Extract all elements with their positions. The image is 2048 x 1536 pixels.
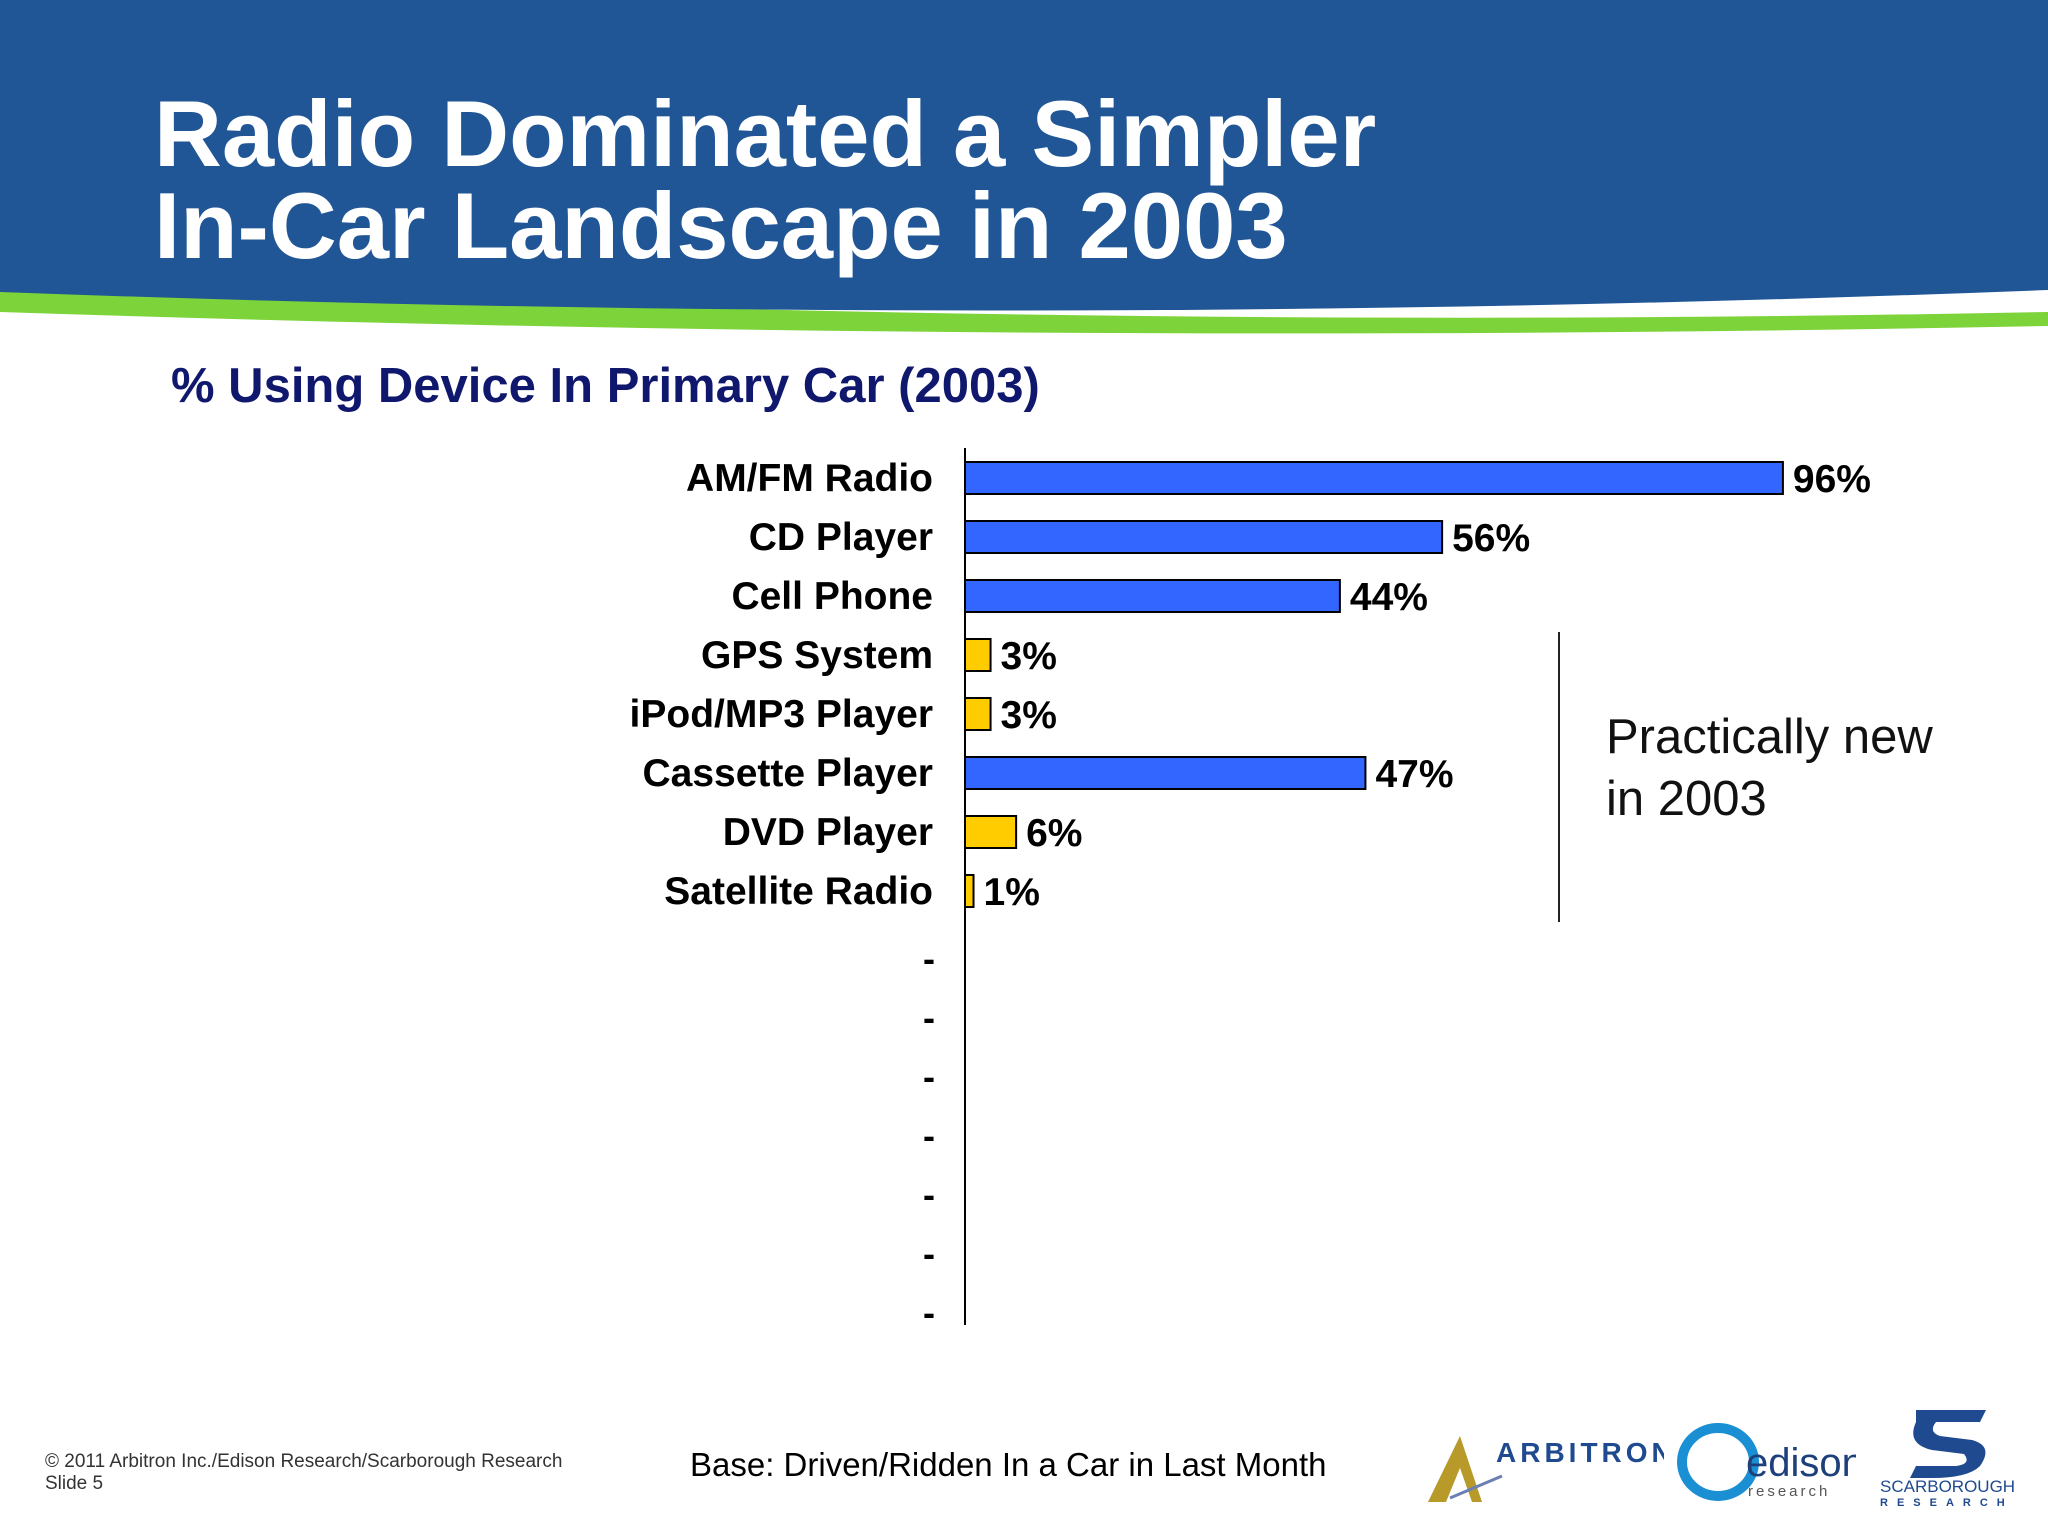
tick-label-blank: - [923, 1233, 935, 1274]
scarborough-logo-subtext: RESEARCH [1880, 1497, 2014, 1508]
edison-logo-ring-icon [1677, 1423, 1759, 1501]
data-label: 3% [1001, 694, 1057, 737]
base-note: Base: Driven/Ridden In a Car in Last Mon… [690, 1446, 1327, 1483]
bar [964, 461, 1784, 495]
header-band [0, 0, 2048, 334]
tick-label-blank: - [923, 997, 935, 1038]
title-line-2: In-Car Landscape in 2003 [154, 173, 1288, 278]
title-line-1: Radio Dominated a Simpler [154, 81, 1377, 186]
arbitron-logo-swoosh-icon [1449, 1474, 1503, 1500]
scarborough-logo-text: SCARBOROUGH [1880, 1477, 2015, 1496]
tick-label-blank: - [923, 1174, 935, 1215]
scarborough-logo-mark-icon [1910, 1410, 1986, 1478]
bar [964, 756, 1367, 790]
bar [964, 815, 1018, 849]
category-label: Cassette Player [642, 752, 933, 795]
data-label: 44% [1350, 576, 1428, 619]
category-label: GPS System [701, 634, 933, 677]
category-label: AM/FM Radio [686, 457, 933, 500]
tick-label-blank: - [923, 1115, 935, 1156]
data-label: 3% [1001, 635, 1057, 678]
edison-logo-subtext: research [1748, 1483, 1830, 1500]
header-green-accent [0, 282, 2048, 334]
arbitron-logo: ARBITRON [1428, 1436, 1664, 1502]
slide-number: Slide 5 [45, 1473, 104, 1494]
data-label: 1% [984, 871, 1040, 914]
callout-text: Practically new in 2003 [1606, 706, 1933, 830]
bar-chart: AM/FM Radio 96% CD Player 56% Cell Phone 44% G… [630, 448, 1871, 1333]
copyright-footer: © 2011 Arbitron Inc./Edison Research/Sca… [45, 1451, 562, 1495]
callout-line-2: in 2003 [1606, 772, 1767, 826]
data-label: 56% [1452, 517, 1530, 560]
data-label: 96% [1793, 458, 1871, 501]
edison-logo-text: edison [1746, 1441, 1856, 1485]
data-label: 47% [1375, 753, 1453, 796]
tick-label-blank: - [923, 938, 935, 979]
slide-title: Radio Dominated a Simpler In-Car Landsca… [154, 81, 1377, 278]
bar [964, 520, 1444, 554]
category-label: iPod/MP3 Player [630, 693, 933, 736]
callout-line-1: Practically new [1606, 710, 1933, 764]
tick-label-blank: - [923, 1292, 935, 1333]
category-label: Cell Phone [731, 575, 933, 618]
arbitron-logo-mark-icon [1428, 1436, 1482, 1502]
arbitron-logo-text: ARBITRON [1496, 1437, 1664, 1468]
bar [964, 874, 975, 908]
tick-label-blank: - [923, 1056, 935, 1097]
callout-bracket [1558, 632, 1560, 922]
data-label: 6% [1026, 812, 1082, 855]
header-blue-band [0, 0, 2048, 311]
chart-title: % Using Device In Primary Car (2003) [171, 359, 1040, 413]
edison-logo: edison research [1677, 1423, 1856, 1501]
category-label: CD Player [749, 516, 933, 559]
bar [964, 579, 1341, 613]
copyright-text: © 2011 Arbitron Inc./Edison Research/Sca… [45, 1451, 563, 1472]
bar [964, 697, 992, 731]
category-label: DVD Player [723, 811, 933, 854]
category-label: Satellite Radio [664, 870, 933, 913]
bar [964, 638, 992, 672]
scarborough-logo: SCARBOROUGH RESEARCH [1880, 1410, 2015, 1508]
